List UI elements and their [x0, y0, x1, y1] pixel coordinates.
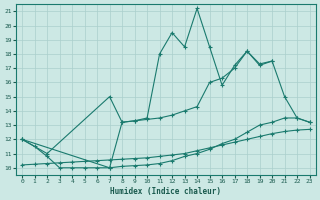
X-axis label: Humidex (Indice chaleur): Humidex (Indice chaleur): [110, 187, 221, 196]
